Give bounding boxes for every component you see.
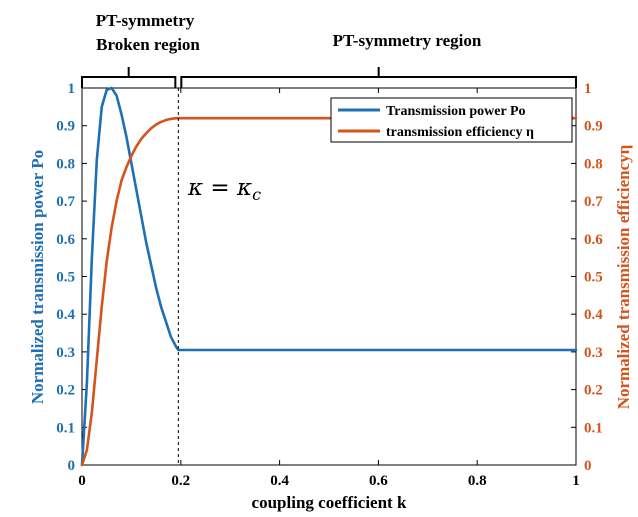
y-left-tick-label: 0.9	[56, 119, 75, 135]
y-left-tick-label: 0.8	[56, 156, 75, 172]
broken-region-title-line2: Broken region	[96, 35, 200, 54]
y-left-tick-label: 0.2	[56, 383, 75, 399]
y-left-tick-label: 0.7	[56, 194, 75, 210]
y-right-tick-label: 0.7	[584, 194, 603, 210]
y-right-tick-label: 0.8	[584, 156, 603, 172]
x-tick-label: 1	[572, 473, 580, 489]
y-right-tick-label: 0.2	[584, 383, 603, 399]
y-left-tick-label: 0.1	[56, 420, 75, 436]
x-tick-label: 0.8	[468, 473, 487, 489]
x-tick-label: 0	[78, 473, 86, 489]
y-right-tick-label: 0.3	[584, 345, 603, 361]
y-left-tick-label: 0.5	[56, 270, 75, 286]
y-right-tick-label: 0.9	[584, 119, 603, 135]
y-right-tick-label: 0.1	[584, 420, 603, 436]
data-series	[80, 86, 578, 467]
y-left-tick-label: 1	[68, 81, 76, 97]
y-left-tick-label: 0.4	[56, 307, 75, 323]
symmetry-region-bracket	[180, 76, 577, 88]
y-left-tick-label: 0.3	[56, 345, 75, 361]
critical-coupling-label: κ = κc	[187, 175, 261, 204]
series-line-power	[80, 86, 578, 467]
symmetry-region-title: PT-symmetry region	[333, 31, 482, 50]
region-brackets	[81, 67, 577, 88]
y-axis-label-left: Normalized transmission power Po	[28, 150, 47, 404]
y-right-tick-label: 0	[584, 458, 592, 474]
broken-region-bracket	[81, 76, 177, 88]
x-tick-label: 0.2	[171, 473, 190, 489]
y-right-tick-label: 0.6	[584, 232, 603, 248]
y-left-tick-label: 0	[68, 458, 76, 474]
y-axis-label-right: Normalized transmission efficiencyη	[614, 145, 633, 410]
axis-ticks: 0 0.2 0.4 0.6 0.8 100.10.20.30.40.50.60.70.80…	[56, 81, 603, 489]
y-right-tick-label: 0.4	[584, 307, 603, 323]
y-right-tick-label: 0.5	[584, 270, 603, 286]
y-left-tick-label: 0.6	[56, 232, 75, 248]
broken-region-title-line1: PT-symmetry	[96, 11, 195, 30]
plot-frame	[81, 87, 577, 466]
legend-label-efficiency: transmission efficiency η	[386, 125, 534, 140]
legend-box	[330, 97, 573, 143]
legend: Transmission power Po transmission effic…	[330, 97, 573, 143]
x-tick-label: 0.4	[270, 473, 289, 489]
y-right-tick-label: 1	[584, 81, 592, 97]
x-tick-label: 0.6	[369, 473, 388, 489]
legend-label-power: Transmission power Po	[386, 104, 526, 119]
x-axis-label: coupling coefficient k	[252, 493, 407, 512]
